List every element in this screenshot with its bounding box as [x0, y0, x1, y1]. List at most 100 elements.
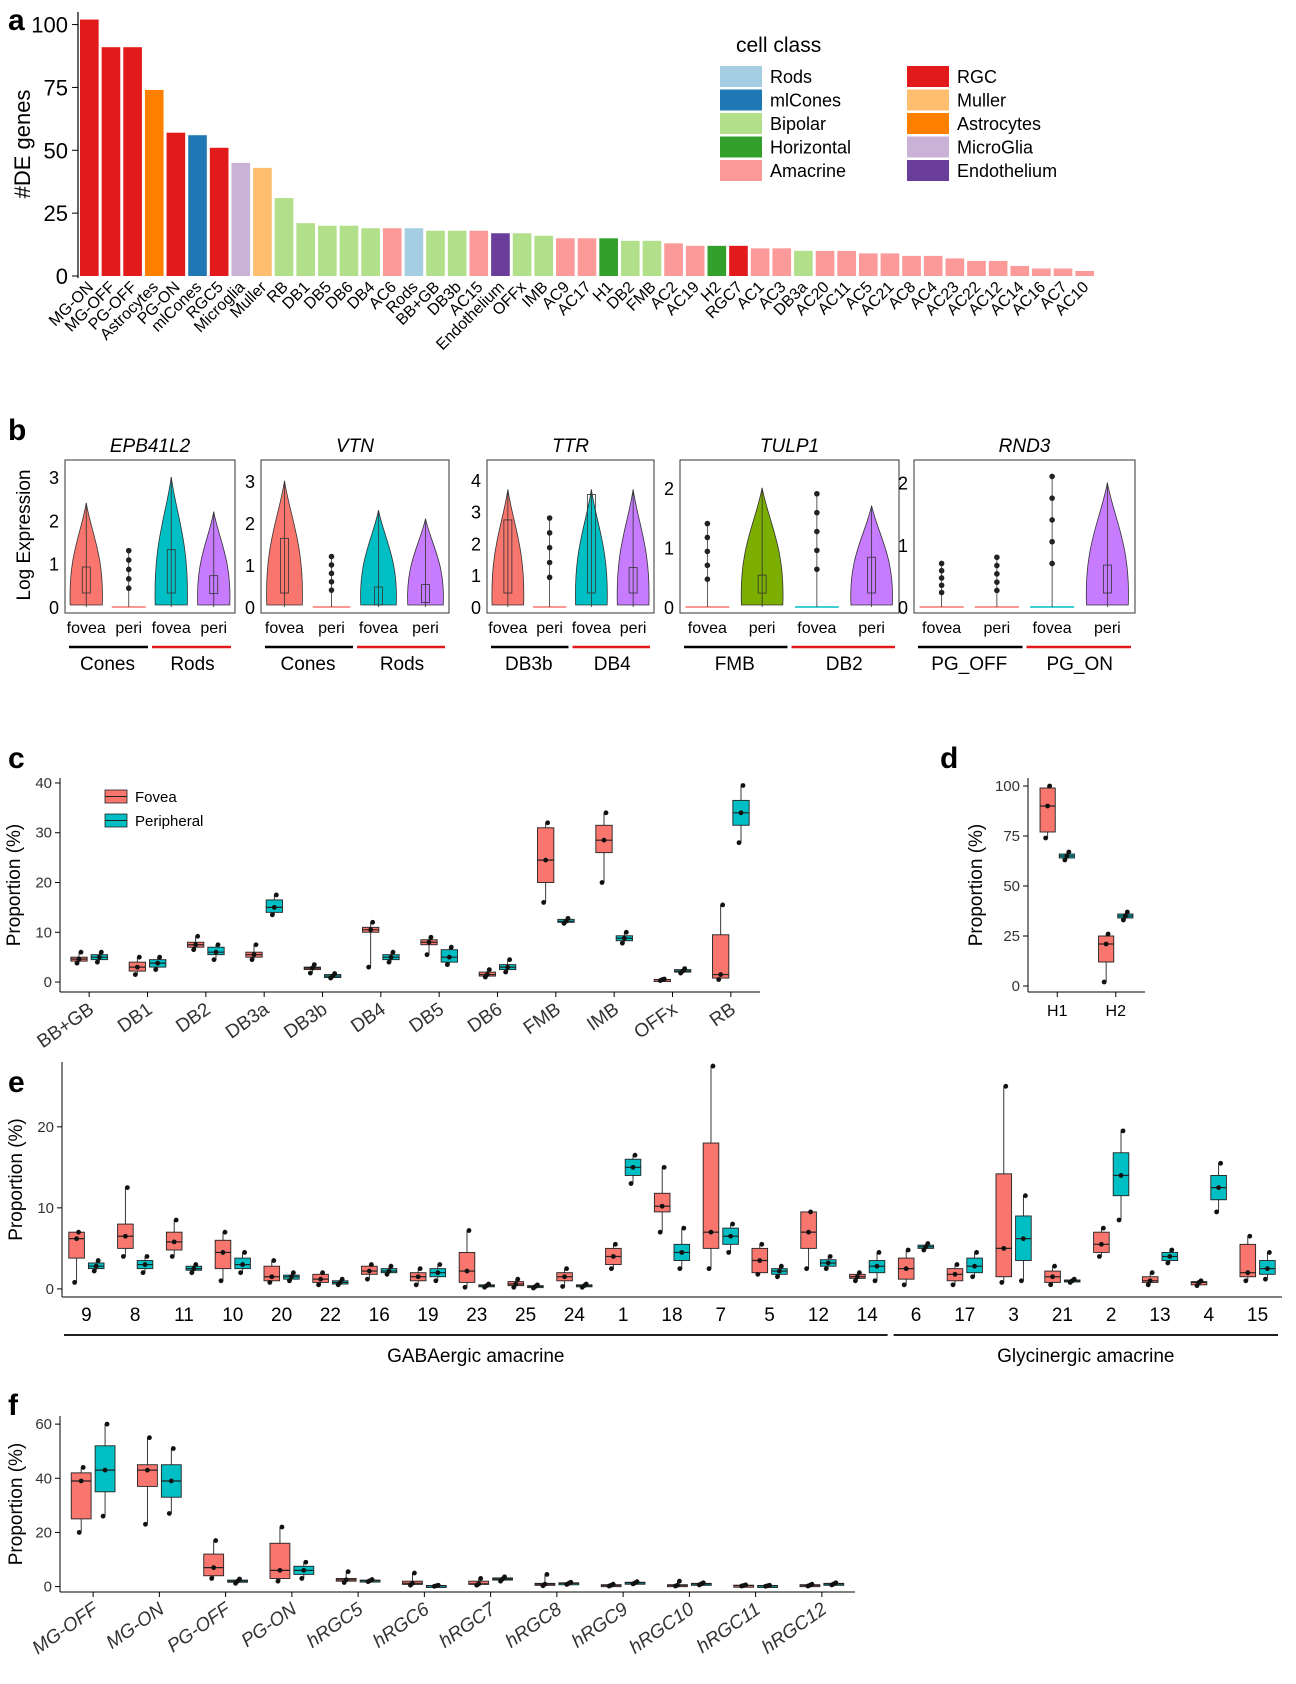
x-tick-label: PG-ON	[238, 1599, 301, 1652]
legend-swatch-mlCones	[720, 89, 762, 111]
data-point	[1245, 1270, 1251, 1276]
data-point	[388, 1263, 394, 1269]
data-point	[730, 1221, 736, 1227]
data-point	[657, 1229, 663, 1235]
outlier-point	[125, 547, 132, 554]
data-point	[277, 1567, 283, 1573]
data-point	[444, 962, 450, 968]
outlier-point	[994, 579, 1000, 585]
x-tick-label: 25	[515, 1305, 536, 1326]
data-point	[1147, 1278, 1153, 1284]
x-tick-label: FMB	[520, 999, 565, 1039]
data-point	[1218, 1160, 1224, 1166]
data-point	[170, 1446, 176, 1451]
group-label: DB2	[826, 654, 863, 675]
data-point	[145, 1467, 150, 1473]
y-tick-label: 75	[44, 75, 68, 100]
group-label: GABAergic amacrine	[387, 1346, 564, 1367]
data-point	[390, 949, 396, 955]
x-tick-label: RB	[706, 999, 740, 1031]
data-point	[710, 1063, 716, 1069]
data-point	[507, 957, 513, 963]
data-point	[876, 1250, 882, 1255]
data-point	[677, 1578, 682, 1584]
data-point	[1047, 783, 1053, 789]
bar-AC20	[815, 250, 835, 276]
x-tick-label: peri	[749, 620, 776, 637]
bar-AC15	[469, 230, 489, 276]
box-Fovea-7	[702, 1142, 720, 1249]
data-point	[1021, 1236, 1026, 1242]
data-point	[505, 964, 511, 970]
outlier-point	[814, 547, 820, 554]
x-tick-label: peri	[536, 620, 563, 637]
data-point	[386, 959, 392, 965]
violin-box	[757, 574, 767, 594]
data-point	[78, 949, 84, 955]
legend-swatch-Astrocytes	[907, 113, 949, 134]
outlier-point	[546, 530, 553, 536]
y-tick-label: 40	[35, 775, 52, 792]
y-tick-label: 60	[35, 1416, 52, 1433]
data-point	[388, 954, 394, 960]
data-point	[289, 1274, 294, 1280]
data-point	[1096, 1254, 1102, 1259]
data-point	[213, 949, 219, 955]
bar-DB4	[361, 228, 380, 276]
x-tick-label: peri	[858, 620, 885, 637]
bar-IMB	[534, 235, 554, 276]
bar-RB	[274, 198, 294, 276]
data-point	[659, 1203, 665, 1209]
group-label: PG_OFF	[931, 654, 1007, 675]
data-point	[1100, 1225, 1106, 1231]
violin-box	[280, 537, 289, 594]
x-tick-label: OFFx	[630, 999, 681, 1044]
y-tick-label: 25	[44, 201, 68, 226]
bar-RGC7	[729, 245, 748, 276]
data-point	[1145, 1282, 1151, 1288]
outlier-point	[546, 515, 553, 521]
data-point	[1019, 1278, 1024, 1284]
bar-RGC5	[209, 147, 229, 276]
bar-DB2	[620, 240, 640, 276]
outlier-point	[1049, 538, 1055, 545]
data-point	[339, 1276, 345, 1282]
data-point	[716, 977, 722, 982]
data-point	[1216, 1185, 1222, 1191]
bar-AC17	[577, 238, 597, 276]
data-point	[535, 1282, 540, 1288]
data-point	[903, 1266, 909, 1272]
data-point	[952, 1271, 958, 1277]
outlier-point	[938, 560, 945, 567]
data-point	[435, 1582, 441, 1588]
outlier-point	[814, 490, 820, 497]
data-point	[386, 1268, 392, 1274]
x-tick-label: 11	[174, 1305, 194, 1326]
data-point	[173, 1217, 179, 1223]
data-point	[608, 1266, 614, 1272]
data-point	[424, 952, 430, 958]
data-point	[825, 1260, 831, 1266]
data-point	[726, 1250, 732, 1255]
y-axis-title: #DE genes	[10, 90, 35, 199]
data-point	[320, 1270, 325, 1276]
y-tick-label: 50	[1003, 878, 1020, 895]
data-point	[974, 1250, 980, 1255]
data-point	[1048, 1282, 1053, 1288]
data-point	[291, 1270, 296, 1276]
box-Fovea-18	[653, 1192, 671, 1213]
data-point	[143, 1521, 148, 1527]
data-point	[166, 1511, 172, 1516]
x-tick-label: hRGC12	[758, 1599, 831, 1659]
outlier-point	[704, 520, 711, 527]
data-point	[901, 1282, 907, 1288]
x-tick-label: peri	[1094, 620, 1121, 637]
outlier-point	[994, 554, 1000, 561]
bar-DB6	[339, 225, 359, 276]
outlier-point	[328, 570, 335, 577]
y-tick-label: 10	[37, 1200, 54, 1217]
data-point	[433, 1278, 439, 1284]
x-tick-label: fovea	[922, 620, 961, 637]
group-label: Rods	[380, 654, 424, 675]
